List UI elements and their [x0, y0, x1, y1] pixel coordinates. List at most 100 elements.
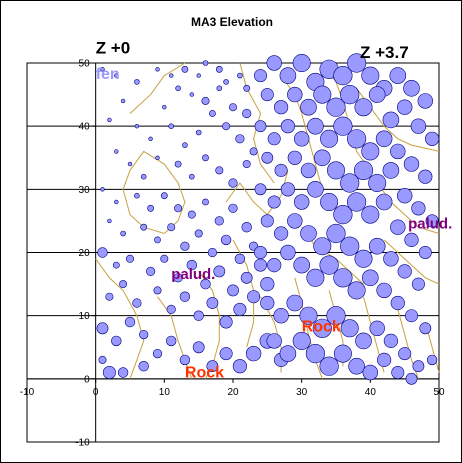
y-tick-label-6: 50 — [79, 59, 91, 70]
bubble-point-73 — [254, 258, 268, 272]
x-tick-label-3: 20 — [227, 387, 239, 398]
bubble-point-71 — [227, 284, 239, 297]
bubble-point-83 — [233, 302, 247, 316]
x-tick-label-2: 10 — [159, 387, 171, 398]
bubble-point-117 — [260, 88, 274, 102]
bubble-point-142 — [418, 169, 433, 184]
bubble-point-103 — [138, 361, 149, 372]
chart-title: MA3 Elevation — [191, 15, 273, 29]
contour-line-15 — [321, 62, 371, 171]
bubble-point-157 — [267, 195, 281, 209]
bubble-point-54 — [154, 236, 161, 244]
bubble-point-121 — [313, 85, 332, 104]
bubble-point-123 — [340, 84, 360, 105]
bubble-point-144 — [274, 163, 288, 177]
bubble-point-9 — [223, 79, 229, 85]
bubble-point-177 — [368, 237, 386, 255]
bubble-point-192 — [404, 309, 418, 323]
bubble-point-20 — [107, 117, 112, 123]
bubble-point-149 — [340, 173, 360, 193]
bubble-point-169 — [260, 214, 274, 228]
bubble-point-122 — [326, 97, 346, 117]
bubble-point-106 — [279, 67, 297, 84]
bubble-point-126 — [382, 111, 400, 129]
bubble-point-95 — [219, 347, 233, 361]
bubble-point-140 — [390, 143, 406, 160]
bubble-point-187 — [333, 268, 353, 288]
bubble-point-51 — [107, 218, 112, 224]
bubble-point-104 — [254, 69, 268, 83]
bubble-point-179 — [397, 264, 412, 279]
bubble-point-178 — [383, 251, 399, 267]
bubble-point-68 — [186, 259, 198, 271]
bubble-point-214 — [362, 364, 378, 381]
bubble-point-155 — [425, 214, 439, 228]
y-tick-label-3: 20 — [79, 248, 91, 259]
bubble-point-204 — [398, 347, 412, 361]
contour-line-2 — [95, 258, 145, 379]
bubble-point-127 — [397, 99, 413, 115]
bubble-point-198 — [312, 318, 332, 338]
annotation-z37: Z +3.7 — [360, 43, 409, 62]
bubble-point-75 — [119, 280, 128, 289]
bubble-point-37 — [215, 166, 224, 175]
bubble-point-159 — [294, 194, 310, 210]
bubble-point-42 — [134, 192, 140, 199]
bubble-point-111 — [347, 53, 367, 73]
bubble-point-59 — [220, 234, 232, 246]
bubble-point-76 — [132, 298, 142, 308]
bubble-point-138 — [361, 142, 380, 161]
bubble-point-151 — [368, 174, 387, 193]
bubble-point-156 — [254, 183, 267, 196]
bubble-point-212 — [333, 344, 352, 363]
bubble-point-182 — [267, 258, 282, 273]
bubble-point-90 — [152, 349, 163, 359]
bubble-point-147 — [313, 149, 331, 167]
bubble-point-215 — [377, 352, 392, 368]
bubble-point-181 — [254, 246, 268, 260]
bubble-point-120 — [300, 98, 317, 116]
bubble-point-46 — [187, 210, 196, 219]
bubble-point-86 — [96, 322, 109, 335]
bubble-point-11 — [243, 84, 251, 92]
annotation-z0: Z +0 — [96, 39, 131, 58]
bubble-point-143 — [261, 151, 274, 164]
annotation-palud-left: palud. — [171, 266, 215, 283]
bubble-point-136 — [333, 116, 353, 136]
bubble-point-28 — [148, 136, 153, 142]
bubble-point-16 — [229, 103, 238, 112]
bubble-point-191 — [390, 295, 405, 311]
bubble-point-100 — [98, 355, 107, 364]
bubble-point-209 — [292, 331, 311, 350]
bubble-point-19 — [120, 98, 126, 104]
bubble-point-125 — [368, 86, 386, 103]
bubble-point-139 — [375, 130, 393, 148]
bubble-point-92 — [179, 354, 191, 366]
bubble-point-107 — [292, 53, 311, 72]
bubble-point-135 — [320, 129, 339, 148]
bubble-point-202 — [369, 320, 385, 336]
x-tick-label-5: 40 — [365, 387, 377, 398]
bubble-point-141 — [403, 156, 420, 172]
bubble-point-49 — [228, 203, 238, 213]
bubble-point-3 — [155, 67, 160, 72]
bubble-point-39 — [242, 160, 251, 169]
bubble-point-85 — [260, 277, 275, 292]
bubble-point-150 — [353, 160, 374, 180]
bubble-point-175 — [340, 236, 360, 256]
bubble-point-32 — [140, 173, 147, 180]
bubble-point-69 — [200, 278, 211, 290]
bubble-point-63 — [112, 261, 120, 269]
bubble-point-115 — [403, 80, 420, 97]
bubble-point-43 — [147, 204, 154, 212]
bubble-point-70 — [213, 265, 226, 278]
bubble-point-190 — [376, 282, 392, 299]
bubble-point-193 — [419, 322, 432, 335]
bubble-point-199 — [326, 306, 346, 326]
bubble-point-50 — [241, 222, 252, 233]
bubble-point-208 — [279, 345, 297, 362]
y-tick-label-5: 40 — [79, 122, 91, 133]
bubble-point-203 — [383, 333, 399, 349]
